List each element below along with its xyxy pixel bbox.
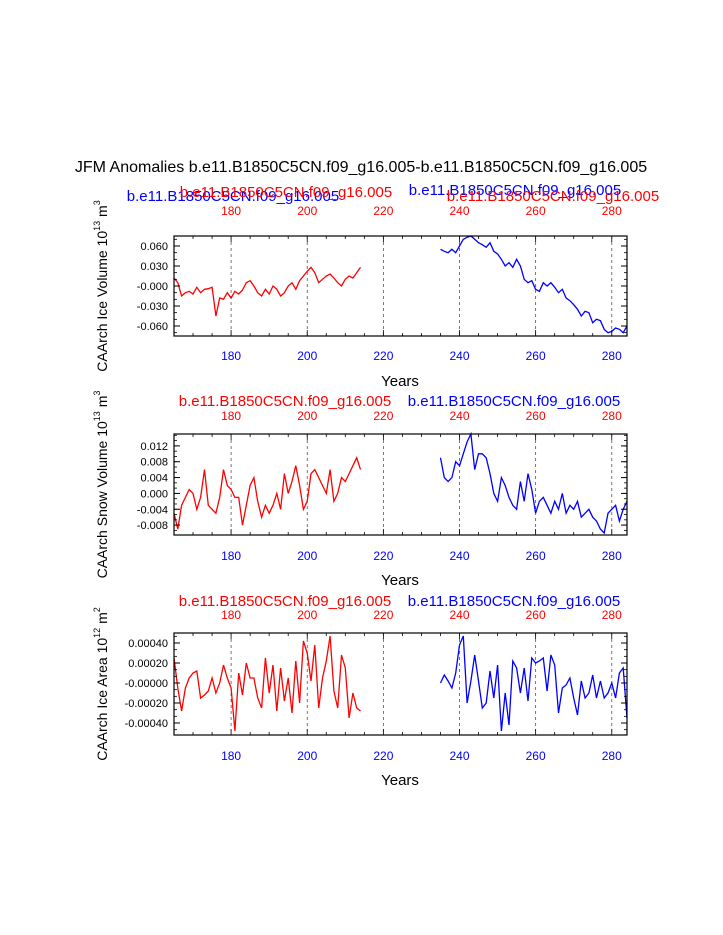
top-tick-label: 240: [449, 204, 469, 218]
bottom-tick-label: 200: [297, 749, 317, 763]
bottom-tick-label: 280: [602, 549, 622, 563]
top-tick-label: 200: [297, 608, 317, 622]
bottom-tick-label: 220: [373, 549, 393, 563]
panel-1-x-label: Years: [381, 373, 419, 390]
panel-1-case-label: b.e11.B1850C5CN.f09_g16.005: [180, 184, 392, 201]
bottom-tick-label: 260: [526, 349, 546, 363]
top-tick-label: 220: [373, 409, 393, 423]
y-tick-label: 0.008: [140, 457, 168, 469]
panel-2-series-red: [173, 456, 362, 530]
top-tick-label: 280: [602, 608, 622, 622]
panel-3-case-label: b.e11.B1850C5CN.f09_g16.005: [408, 593, 620, 610]
bottom-tick-label: 240: [449, 549, 469, 563]
bottom-tick-label: 200: [297, 349, 317, 363]
top-tick-label: 180: [221, 409, 241, 423]
y-tick-label: -0.000: [137, 281, 168, 293]
panel-2-series-blue: [439, 431, 628, 535]
bottom-tick-label: 260: [526, 549, 546, 563]
panel-1-case-label: b.e11.B1850C5CN.f09_g16.005: [127, 188, 339, 205]
panel-2-case-label: b.e11.B1850C5CN.f09_g16.005: [179, 393, 391, 410]
y-tick-label: -0.004: [137, 504, 168, 516]
y-tick-label: 0.004: [140, 473, 168, 485]
y-tick-label: -0.060: [137, 321, 168, 333]
bottom-tick-label: 220: [373, 749, 393, 763]
y-tick-label: 0.00040: [128, 638, 168, 650]
panel-3-y-label: CAArch Ice Area 1012 m2: [92, 607, 110, 761]
panel-1-series-red: [173, 266, 362, 317]
top-tick-label: 240: [449, 409, 469, 423]
y-tick-label: 0.00020: [128, 658, 168, 670]
top-tick-label: 220: [373, 204, 393, 218]
bottom-tick-label: 180: [221, 549, 241, 563]
top-tick-label: 240: [449, 608, 469, 622]
top-tick-label: 260: [526, 409, 546, 423]
top-tick-label: 180: [221, 608, 241, 622]
panel-1-case-label: b.e11.B1850C5CN.f09_g16.005: [447, 188, 659, 205]
panel-2-case-label: b.e11.B1850C5CN.f09_g16.005: [408, 393, 620, 410]
top-tick-label: 280: [602, 204, 622, 218]
bottom-tick-label: 240: [449, 749, 469, 763]
panel-1-case-label: b.e11.B1850C5CN.f09_g16.005: [409, 182, 621, 199]
top-tick-label: 180: [221, 204, 241, 218]
bottom-tick-label: 280: [602, 749, 622, 763]
top-tick-label: 260: [526, 608, 546, 622]
panel-3-case-label: b.e11.B1850C5CN.f09_g16.005: [179, 593, 391, 610]
panel-3-series-red: [173, 635, 361, 732]
y-tick-label: -0.030: [137, 301, 168, 313]
panel-2-y-label: CAArch Snow Volume 1013 m3: [92, 391, 110, 579]
y-tick-label: 0.000: [140, 488, 168, 500]
bottom-tick-label: 280: [602, 349, 622, 363]
top-tick-label: 200: [297, 409, 317, 423]
top-tick-label: 220: [373, 608, 393, 622]
top-tick-label: 260: [526, 204, 546, 218]
y-tick-label: -0.008: [137, 520, 168, 532]
y-tick-label: 0.030: [140, 261, 168, 273]
top-tick-label: 280: [602, 409, 622, 423]
bottom-tick-label: 180: [221, 749, 241, 763]
y-tick-label: -0.00040: [125, 718, 168, 730]
y-tick-label: -0.00000: [125, 678, 168, 690]
bottom-tick-label: 240: [449, 349, 469, 363]
panel-1-frame: [173, 235, 628, 337]
y-tick-label: 0.012: [140, 441, 168, 453]
y-tick-label: 0.060: [140, 241, 168, 253]
bottom-tick-label: 180: [221, 349, 241, 363]
panel-1-y-label: CAArch Ice Volume 1013 m3: [92, 200, 110, 371]
figure-title: JFM Anomalies b.e11.B1850C5CN.f09_g16.00…: [75, 159, 647, 176]
bottom-tick-label: 260: [526, 749, 546, 763]
top-tick-label: 200: [297, 204, 317, 218]
panel-3-series-blue: [439, 635, 628, 732]
panel-1-series-blue: [440, 235, 628, 334]
panel-2-frame: [173, 433, 628, 536]
bottom-tick-label: 200: [297, 549, 317, 563]
y-tick-label: -0.00020: [125, 698, 168, 710]
panel-3-frame: [173, 632, 628, 736]
panel-2-x-label: Years: [381, 572, 419, 589]
panel-3-x-label: Years: [381, 772, 419, 789]
bottom-tick-label: 220: [373, 349, 393, 363]
